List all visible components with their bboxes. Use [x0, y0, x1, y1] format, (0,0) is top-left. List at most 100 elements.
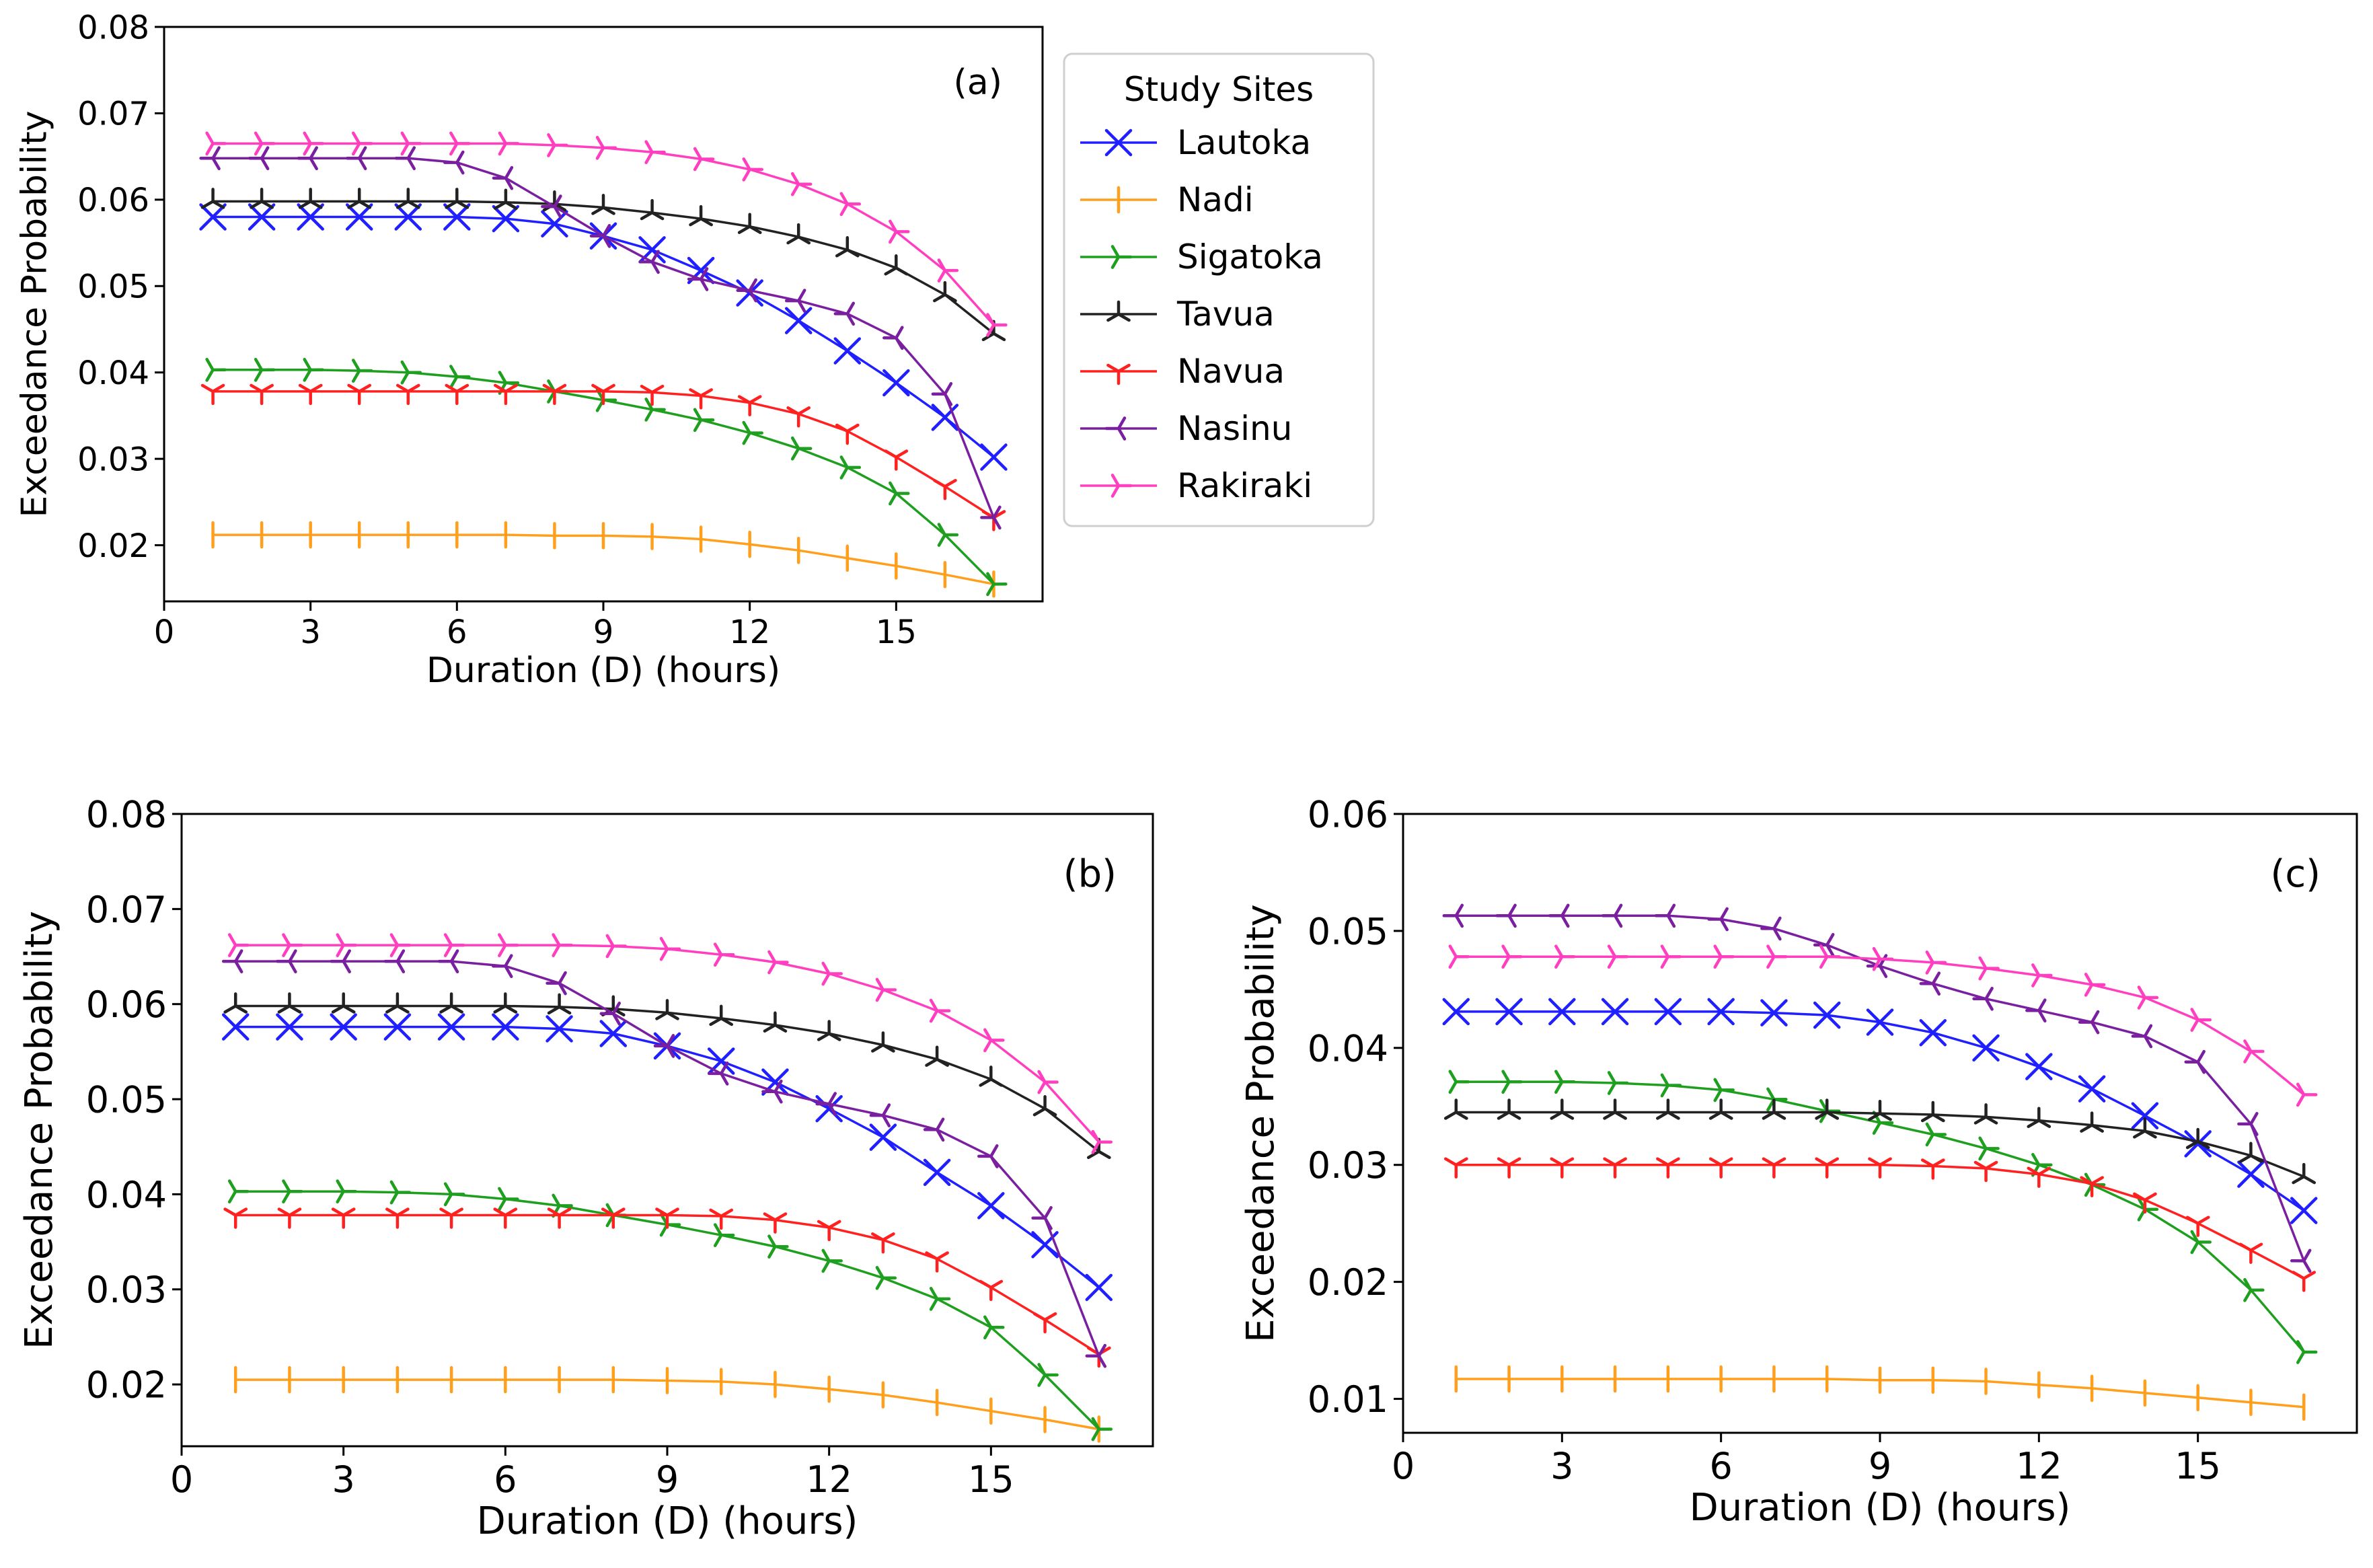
y-tick-label: 0.03	[1308, 1144, 1388, 1187]
data-point-sigatoka	[1037, 1363, 1059, 1387]
data-point-nasinu	[923, 1117, 945, 1142]
data-point-rakiraki	[713, 942, 735, 967]
x-tick-label: 12	[806, 1458, 852, 1501]
data-point-nasinu	[1085, 1343, 1107, 1368]
series-lautoka	[1442, 998, 2318, 1224]
data-point-tavua	[1762, 1098, 1786, 1120]
data-point-lautoka	[297, 203, 324, 231]
series-tavua	[200, 188, 1006, 342]
data-point-nasinu	[345, 146, 367, 171]
data-point-rakiraki	[205, 131, 227, 156]
data-point-navua	[640, 384, 665, 406]
data-point-navua	[1762, 1157, 1786, 1179]
data-point-nasinu	[2025, 998, 2047, 1023]
data-point-rakiraki	[336, 933, 357, 957]
data-point-nasinu	[599, 1002, 622, 1026]
data-point-rakiraki	[790, 172, 813, 196]
data-point-navua	[1603, 1157, 1627, 1179]
data-point-rakiraki	[547, 133, 568, 157]
x-tick-label: 6	[447, 613, 467, 651]
data-point-rakiraki	[983, 1028, 1005, 1053]
data-point-nasinu	[2290, 1248, 2312, 1273]
series-rakiraki	[1448, 944, 2318, 1107]
data-point-nasinu	[1972, 986, 1994, 1011]
data-point-navua	[2027, 1166, 2051, 1188]
data-point-nasinu	[761, 1079, 783, 1104]
legend-marker	[1110, 474, 1133, 498]
data-point-lautoka	[443, 203, 471, 231]
data-point-lautoka	[492, 204, 520, 233]
data-point-tavua	[298, 188, 323, 209]
y-tick-label: 0.05	[86, 1079, 167, 1121]
data-point-nasinu	[707, 1061, 729, 1086]
data-point-lautoka	[492, 1013, 519, 1041]
data-point-sigatoka	[767, 1234, 789, 1259]
data-point-sigatoka	[205, 357, 227, 382]
y-tick-label: 0.07	[77, 96, 149, 133]
legend-marker	[1106, 300, 1131, 322]
x-tick-label: 0	[1392, 1445, 1415, 1487]
data-point-lautoka	[2237, 1160, 2265, 1188]
x-tick-label: 3	[332, 1458, 354, 1501]
data-point-sigatoka	[1925, 1122, 1947, 1147]
data-point-nasinu	[2131, 1024, 2153, 1049]
data-point-nasinu	[394, 146, 416, 171]
data-point-rakiraki	[1925, 950, 1947, 975]
data-point-tavua	[250, 188, 274, 209]
data-point-nasinu	[980, 505, 1002, 530]
data-point-rakiraki	[742, 157, 763, 182]
series-nasinu	[199, 146, 1002, 530]
data-point-navua	[1550, 1157, 1575, 1179]
legend-entry-sigatoka: Sigatoka	[1080, 237, 1323, 276]
legend-label: Tavua	[1176, 295, 1275, 334]
y-tick-label: 0.06	[1308, 793, 1388, 835]
data-point-nasinu	[2184, 1049, 2206, 1074]
data-point-tavua	[1497, 1098, 1521, 1120]
panel-label: (b)	[1063, 852, 1117, 896]
data-point-rakiraki	[1978, 956, 2000, 981]
data-point-rakiraki	[498, 933, 519, 957]
y-tick-label: 0.05	[77, 268, 149, 306]
data-point-tavua	[1708, 1098, 1733, 1120]
x-axis-label: Duration (D) (hours)	[477, 1499, 858, 1543]
data-point-navua	[763, 1212, 788, 1234]
data-point-rakiraki	[889, 219, 910, 244]
data-point-rakiraki	[2190, 1008, 2212, 1032]
data-point-tavua	[709, 1004, 734, 1026]
data-point-navua	[2238, 1242, 2263, 1264]
data-point-tavua	[835, 236, 860, 258]
data-point-tavua	[1603, 1098, 1627, 1120]
data-point-tavua	[1868, 1099, 1892, 1121]
data-point-tavua	[445, 188, 469, 209]
data-point-sigatoka	[983, 1315, 1005, 1340]
data-point-navua	[933, 478, 957, 500]
y-tick-label: 0.08	[77, 9, 149, 46]
data-point-tavua	[1032, 1094, 1057, 1117]
series-navua	[223, 1207, 1111, 1368]
data-point-tavua	[1656, 1098, 1680, 1120]
data-point-lautoka	[199, 203, 227, 231]
x-axis-label: Duration (D) (hours)	[1690, 1486, 2071, 1530]
data-point-lautoka	[784, 307, 813, 334]
data-point-lautoka	[1654, 998, 1682, 1026]
data-point-lautoka	[815, 1094, 843, 1123]
legend-marker	[1110, 245, 1133, 269]
plot-area	[163, 26, 1044, 603]
data-point-rakiraki	[1607, 944, 1629, 969]
data-point-sigatoka	[937, 523, 959, 547]
data-point-tavua	[2238, 1142, 2263, 1164]
data-point-nasinu	[221, 949, 243, 973]
data-point-lautoka	[330, 1013, 357, 1041]
data-point-rakiraki	[839, 192, 862, 217]
data-point-tavua	[347, 188, 372, 209]
data-point-nasinu	[297, 146, 318, 171]
data-point-navua	[1815, 1157, 1840, 1179]
data-point-lautoka	[2184, 1130, 2212, 1158]
data-point-navua	[200, 383, 225, 406]
data-point-rakiraki	[1766, 944, 1788, 969]
data-point-rakiraki	[1501, 944, 1523, 969]
data-point-tavua	[871, 1031, 895, 1053]
data-point-tavua	[396, 188, 420, 209]
data-point-navua	[709, 1208, 734, 1230]
y-tick-label: 0.07	[86, 889, 167, 931]
